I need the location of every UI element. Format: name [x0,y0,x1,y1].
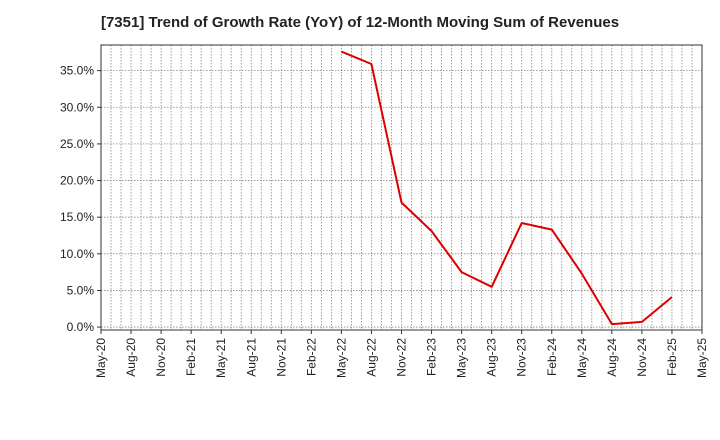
x-tick-label: Nov-24 [635,338,649,377]
y-tick-label: 15.0% [60,210,94,224]
x-tick-label: May-24 [575,338,589,378]
x-tick-label: May-22 [334,338,348,378]
x-tick-label: Nov-20 [154,338,168,377]
x-tick-label: May-23 [455,338,469,378]
x-tick-label: Aug-23 [485,338,499,377]
x-tick-label: Feb-24 [545,338,559,376]
x-tick-label: Aug-22 [364,338,378,377]
x-tick-label: May-20 [94,338,108,378]
x-tick-label: Aug-21 [244,338,258,377]
x-tick-label: Nov-23 [515,338,529,377]
x-tick-label: Nov-21 [274,338,288,377]
x-tick-label: Aug-24 [605,338,619,377]
chart-title: [7351] Trend of Growth Rate (YoY) of 12-… [100,14,620,31]
y-tick-label: 20.0% [60,174,94,188]
series-line [341,50,673,326]
x-tick-label: Feb-22 [304,338,318,376]
x-tick-label: Feb-23 [425,338,439,376]
x-tick-label: Feb-21 [184,338,198,376]
y-tick-label: 10.0% [60,247,94,261]
x-tick-label: May-21 [214,338,228,378]
x-tick-label: Nov-22 [395,338,409,377]
y-tick-label: 25.0% [60,137,94,151]
x-tick-label: Aug-20 [124,338,138,377]
x-tick-label: May-25 [695,338,709,378]
y-tick-label: 0.0% [67,320,95,334]
y-tick-label: 35.0% [60,64,94,78]
y-tick-label: 30.0% [60,100,94,114]
x-tick-label: Feb-25 [665,338,679,376]
y-tick-label: 5.0% [67,283,95,297]
